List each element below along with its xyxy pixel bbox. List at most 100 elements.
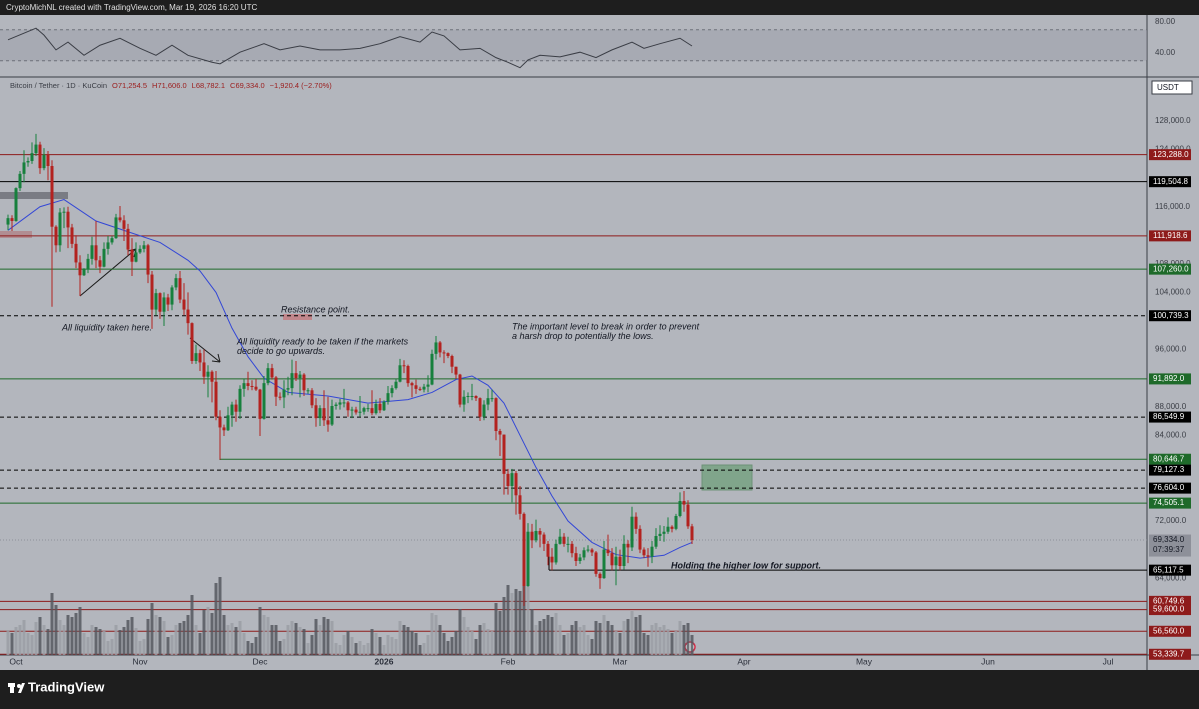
candle-body xyxy=(606,549,610,554)
candle-body xyxy=(34,144,38,154)
volume-bar xyxy=(22,620,26,655)
volume-bar xyxy=(470,631,474,655)
candle-body xyxy=(118,217,122,221)
candle-body xyxy=(242,383,246,389)
candle-body xyxy=(206,371,210,377)
volume-bar xyxy=(62,625,66,655)
candle-body xyxy=(294,373,298,379)
volume-bar xyxy=(498,611,502,655)
candle-body xyxy=(98,260,102,267)
candle-body xyxy=(214,381,218,417)
volume-bar xyxy=(46,629,50,655)
volume-bar xyxy=(486,629,490,655)
volume-bar xyxy=(82,633,86,655)
volume-bar xyxy=(554,613,558,655)
candle-body xyxy=(194,353,198,361)
volume-bar xyxy=(602,615,606,655)
volume-bar xyxy=(394,639,398,655)
volume-bar xyxy=(178,623,182,655)
symbol: Bitcoin / Tether · 1D · KuCoin xyxy=(10,81,107,90)
countdown: 07:39:37 xyxy=(1153,545,1185,554)
volume-bar xyxy=(678,621,682,655)
candle-body xyxy=(290,373,294,389)
volume-bar xyxy=(662,625,666,655)
x-tick-label: Jul xyxy=(1103,656,1114,666)
volume-bar xyxy=(110,639,114,655)
candle-body xyxy=(518,495,522,514)
volume-bar xyxy=(574,621,578,655)
volume-bar xyxy=(438,625,442,655)
candle-body xyxy=(366,408,370,410)
volume-bar xyxy=(398,621,402,655)
candle-body xyxy=(286,388,290,390)
candle-body xyxy=(454,366,458,375)
volume-bar xyxy=(230,623,234,655)
candle-body xyxy=(166,297,170,305)
candle-body xyxy=(418,388,422,390)
volume-bar xyxy=(298,627,302,655)
ohlc-value: −1,920.4 (−2.70%) xyxy=(270,81,333,90)
candle-body xyxy=(358,411,362,413)
candle-body xyxy=(490,398,494,400)
candle-body xyxy=(346,402,350,411)
candle-body xyxy=(110,238,114,243)
volume-bar xyxy=(342,635,346,655)
candle-body xyxy=(322,408,326,421)
candle-body xyxy=(254,386,258,390)
volume-bar xyxy=(162,621,166,655)
candle-body xyxy=(462,396,466,405)
candle-body xyxy=(442,352,446,354)
volume-bar xyxy=(566,633,570,655)
volume-bar xyxy=(510,593,514,655)
level-label-box xyxy=(1149,263,1191,275)
volume-bar xyxy=(366,643,370,655)
candle-body xyxy=(374,403,378,414)
level-label-box xyxy=(1149,648,1191,660)
annotation: Resistance point. xyxy=(281,304,350,314)
volume-bar xyxy=(646,635,650,655)
candle-body xyxy=(534,531,538,541)
annotation: The important level to break in order to… xyxy=(512,321,700,331)
candle-body xyxy=(30,153,34,161)
volume-bar xyxy=(578,627,582,655)
volume-bar xyxy=(126,620,130,655)
candle-body xyxy=(318,408,322,419)
candle-body xyxy=(614,556,618,566)
candle-body xyxy=(654,536,658,547)
volume-bar xyxy=(614,631,618,655)
volume-bar xyxy=(606,621,610,655)
volume-bar xyxy=(290,621,294,655)
volume-bar xyxy=(526,571,530,655)
volume-bar xyxy=(546,615,550,655)
candle-body xyxy=(210,371,214,382)
volume-bar xyxy=(250,643,254,655)
zone xyxy=(701,464,753,491)
level-label: 107,260.0 xyxy=(1153,264,1189,273)
candle-body xyxy=(282,389,286,398)
candle-body xyxy=(266,368,270,384)
volume-bar xyxy=(154,615,158,655)
candle-body xyxy=(14,188,18,221)
candle-body xyxy=(586,549,590,551)
annotation: Holding the higher low for support. xyxy=(671,560,821,570)
volume-bar xyxy=(286,625,290,655)
candle-body xyxy=(486,398,490,405)
candle-body xyxy=(178,278,182,300)
symbol-line: Bitcoin / Tether · 1D · KuCoin O71,254.5 H… xyxy=(10,81,332,90)
candle-body xyxy=(54,226,58,246)
candle-body xyxy=(246,383,250,386)
ohlc-value: C69,334.0 xyxy=(230,81,265,90)
volume-bar xyxy=(14,627,18,655)
candle-body xyxy=(390,388,394,394)
volume-bar xyxy=(350,637,354,655)
level-label: 56,560.0 xyxy=(1153,626,1185,635)
volume-bar xyxy=(234,627,238,655)
volume-bar xyxy=(402,625,406,655)
candle-body xyxy=(58,212,62,246)
candle-body xyxy=(538,531,542,535)
candle-body xyxy=(170,287,174,305)
volume-bar xyxy=(66,615,70,655)
volume-bar xyxy=(258,607,262,655)
level-label: 100,739.3 xyxy=(1153,311,1189,320)
candle-body xyxy=(338,402,342,405)
